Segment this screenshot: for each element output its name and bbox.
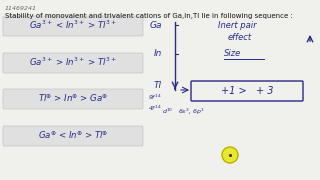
Text: 9f$^{14}$: 9f$^{14}$ <box>148 92 162 102</box>
Text: In: In <box>154 50 162 59</box>
FancyBboxPatch shape <box>3 126 143 146</box>
Text: Ga$^{3+}$ > In$^{3+}$ > Tl$^{3+}$: Ga$^{3+}$ > In$^{3+}$ > Tl$^{3+}$ <box>29 56 117 68</box>
Text: Tl: Tl <box>154 80 162 89</box>
Text: Inert pair: Inert pair <box>218 21 257 30</box>
FancyBboxPatch shape <box>3 16 143 36</box>
Text: Tl$^{\oplus}$ > In$^{\oplus}$ > Ga$^{\oplus}$: Tl$^{\oplus}$ > In$^{\oplus}$ > Ga$^{\op… <box>38 92 108 104</box>
Text: Stability of monovalent and trivalent cations of Ga,In,Tl lie in following seque: Stability of monovalent and trivalent ca… <box>5 13 293 19</box>
Text: 4f$^{14}$: 4f$^{14}$ <box>148 104 162 113</box>
FancyBboxPatch shape <box>3 53 143 73</box>
Text: effect: effect <box>228 33 252 42</box>
Circle shape <box>222 147 238 163</box>
FancyBboxPatch shape <box>3 89 143 109</box>
Text: Ga$^{\oplus}$ < In$^{\oplus}$ > Tl$^{\oplus}$: Ga$^{\oplus}$ < In$^{\oplus}$ > Tl$^{\op… <box>38 129 108 141</box>
Text: +1 >   + 3: +1 > + 3 <box>221 86 273 96</box>
Text: d$^{10}$: d$^{10}$ <box>162 107 173 116</box>
FancyBboxPatch shape <box>191 81 303 101</box>
Text: 11469241: 11469241 <box>5 6 37 11</box>
Text: Ga: Ga <box>149 21 162 30</box>
Text: 6s$^{2}$, 6p$^{1}$: 6s$^{2}$, 6p$^{1}$ <box>178 107 204 117</box>
Text: Size: Size <box>224 50 241 59</box>
Text: Ga$^{3+}$ < In$^{3+}$ > Tl$^{3+}$: Ga$^{3+}$ < In$^{3+}$ > Tl$^{3+}$ <box>29 19 117 31</box>
